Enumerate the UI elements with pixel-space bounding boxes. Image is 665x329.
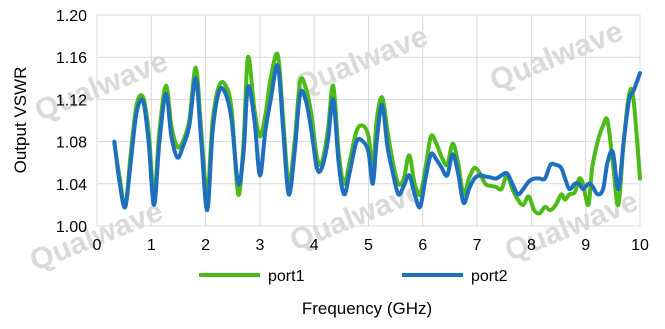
y-tick-label: 1.08 <box>56 135 87 152</box>
series-line-port2 <box>112 63 642 213</box>
legend-label-port1: port1 <box>268 268 305 285</box>
y-tick-label: 1.12 <box>56 92 87 109</box>
x-tick-label: 4 <box>310 237 319 254</box>
x-tick-label: 9 <box>581 237 590 254</box>
y-tick-label: 1.00 <box>56 219 87 236</box>
x-tick-label: 6 <box>418 237 427 254</box>
watermark-text: Qualwave <box>485 15 627 98</box>
plot-frame <box>96 14 641 227</box>
x-tick-label: 8 <box>527 237 536 254</box>
x-tick-label: 10 <box>631 237 649 254</box>
x-tick-label: 1 <box>147 237 156 254</box>
plot-border <box>96 14 641 227</box>
x-tick-label: 3 <box>255 237 264 254</box>
y-tick-label: 1.20 <box>56 8 87 25</box>
watermark-text: Qualwave <box>285 175 427 258</box>
y-tick-labels: 1.00 1.04 1.08 1.12 1.16 1.20 <box>56 8 87 236</box>
watermark-text: Qualwave <box>290 20 432 103</box>
x-tick-label: 5 <box>364 237 373 254</box>
legend-label-port2: port2 <box>471 268 508 285</box>
y-tick-label: 1.04 <box>56 177 87 194</box>
chart-grid <box>96 14 641 227</box>
x-axis-title: Frequency (GHz) <box>302 299 432 318</box>
x-tick-label: 2 <box>201 237 210 254</box>
y-axis-title: Output VSWR <box>11 67 30 174</box>
x-tick-label: 7 <box>473 237 482 254</box>
x-tick-label: 0 <box>93 237 102 254</box>
chart-legend: port1 port2 <box>199 268 508 285</box>
series-layer <box>112 51 642 216</box>
y-tick-label: 1.16 <box>56 50 87 67</box>
x-tick-labels: 0 1 2 3 4 5 6 7 8 9 10 <box>93 237 649 254</box>
